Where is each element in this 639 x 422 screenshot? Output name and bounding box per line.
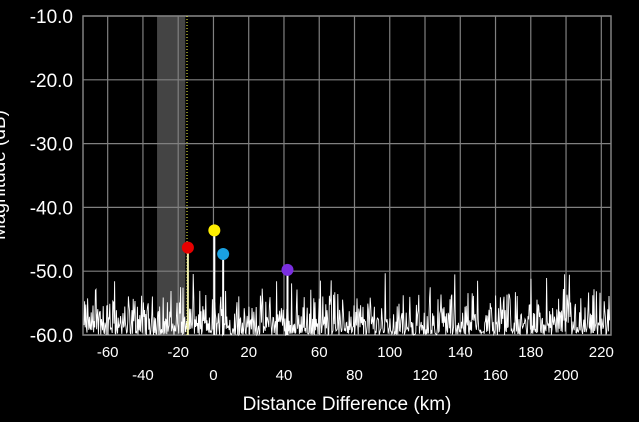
x-tick-label: 220 — [589, 344, 614, 361]
x-tick-label: 60 — [311, 344, 328, 361]
x-tick-label: 160 — [483, 367, 508, 384]
x-tick-label: 100 — [377, 344, 402, 361]
marker-purple — [281, 263, 294, 276]
trace — [83, 273, 611, 337]
markers — [181, 16, 294, 335]
x-tick-label: 40 — [276, 367, 293, 384]
y-tick-label: -10.0 — [30, 7, 73, 28]
plot-border — [82, 15, 612, 336]
y-tick-label: -30.0 — [30, 135, 73, 156]
noise-trace — [83, 273, 611, 337]
x-tick-label: 140 — [448, 344, 473, 361]
y-axis-title: Magnitude (dB) — [0, 110, 10, 240]
y-tick-label: -40.0 — [30, 198, 73, 219]
x-tick-label: 120 — [412, 367, 437, 384]
x-tick-label: -60 — [97, 344, 119, 361]
x-tick-label: 80 — [346, 367, 363, 384]
grid — [82, 15, 612, 336]
marker-blue — [217, 247, 230, 260]
x-tick-label: 20 — [240, 344, 257, 361]
x-tick-label: 200 — [554, 367, 579, 384]
y-tick-label: -60.0 — [30, 326, 73, 347]
x-tick-label: -20 — [167, 344, 189, 361]
x-tick-label: 0 — [209, 367, 217, 384]
shaded-region — [157, 16, 186, 335]
x-tick-label: -40 — [132, 367, 154, 384]
y-tick-label: -50.0 — [30, 262, 73, 283]
marker-red — [181, 241, 194, 254]
y-tick-label: -20.0 — [30, 71, 73, 92]
x-axis-title: Distance Difference (km) — [243, 394, 452, 415]
x-tick-label: 180 — [518, 344, 543, 361]
marker-yellow — [208, 224, 221, 237]
